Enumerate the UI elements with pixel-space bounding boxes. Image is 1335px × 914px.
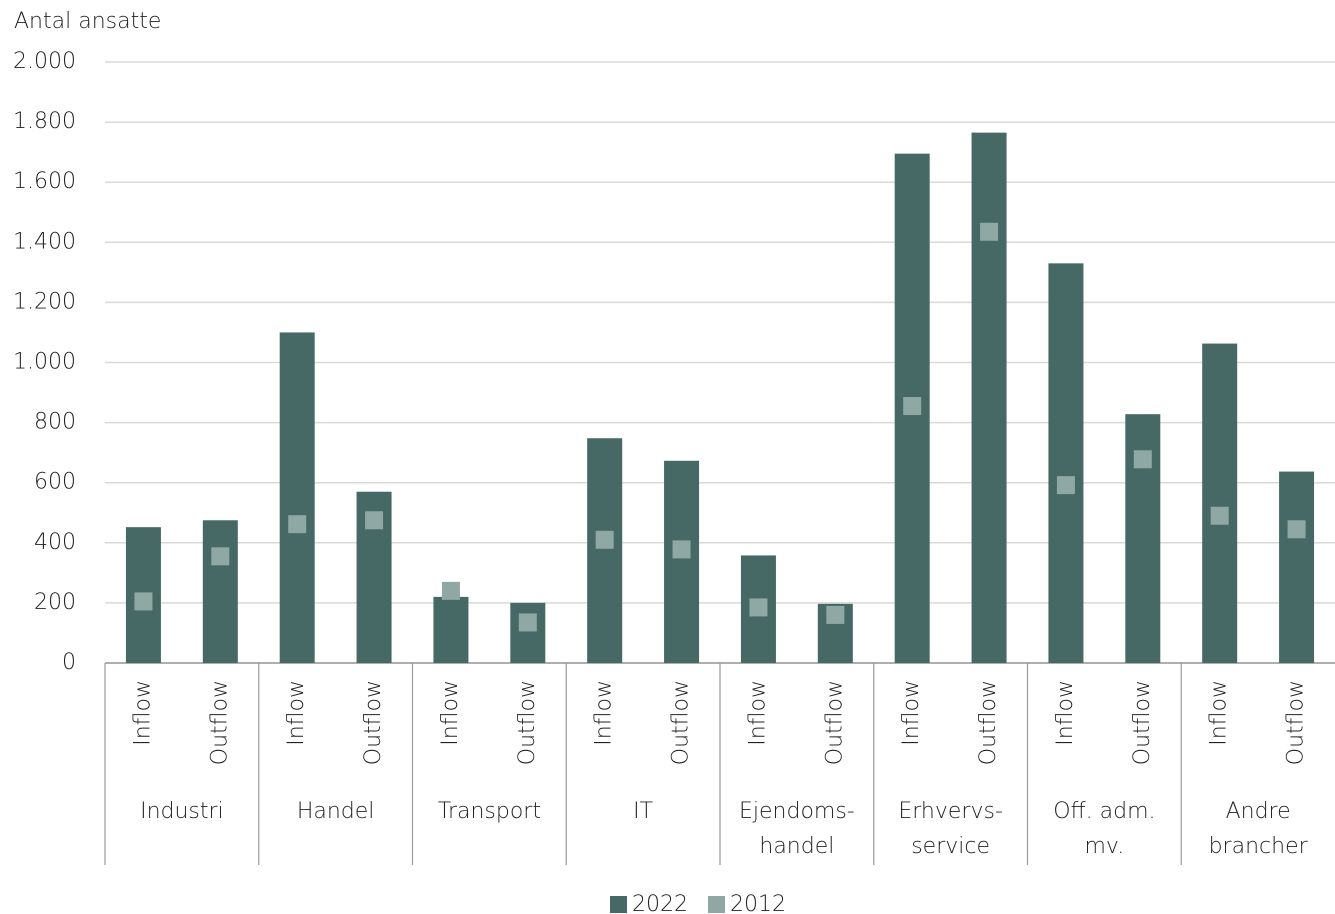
- y-tick-label: 600: [34, 470, 76, 495]
- group-label: Off. adm.: [1053, 799, 1155, 824]
- y-tick-label: 2.000: [13, 49, 76, 74]
- group-label: Ejendoms-: [739, 799, 855, 824]
- marker: [672, 540, 691, 559]
- x-tick-label: Inflow: [284, 680, 309, 746]
- bar: [433, 596, 469, 663]
- marker: [749, 598, 768, 617]
- x-tick-label: Outflow: [515, 680, 540, 765]
- y-tick-label: 1.600: [13, 169, 76, 194]
- x-tick-label: Inflow: [745, 680, 770, 746]
- bar: [510, 602, 546, 663]
- group-label: Industri: [140, 799, 224, 824]
- bar: [1202, 343, 1238, 663]
- x-tick-label: Outflow: [822, 680, 847, 765]
- bar: [1279, 471, 1315, 663]
- y-tick-label: 1.200: [13, 289, 76, 314]
- marker: [365, 511, 384, 530]
- group-label: mv.: [1085, 834, 1125, 859]
- x-tick-label: Outflow: [1130, 680, 1155, 765]
- x-tick-label: Inflow: [130, 680, 155, 746]
- x-tick-label: Inflow: [592, 680, 617, 746]
- x-tick-label: Inflow: [899, 680, 924, 746]
- marker: [903, 397, 922, 416]
- x-tick-label: Outflow: [976, 680, 1001, 765]
- marker: [1210, 506, 1229, 525]
- marker: [1133, 450, 1152, 469]
- y-tick-label: 1.800: [13, 109, 76, 134]
- marker: [518, 613, 537, 632]
- marker: [1056, 476, 1075, 495]
- bar: [279, 332, 315, 663]
- group-label: brancher: [1209, 834, 1309, 859]
- legend-label: 2012: [730, 892, 786, 914]
- group-label: Handel: [297, 799, 375, 824]
- legend-swatch: [610, 896, 627, 913]
- y-tick-label: 800: [34, 410, 76, 435]
- bar: [1048, 263, 1084, 663]
- x-tick-label: Outflow: [1284, 680, 1309, 765]
- marker: [595, 530, 614, 549]
- y-tick-label: 200: [34, 590, 76, 615]
- marker: [134, 592, 153, 611]
- x-tick-label: Outflow: [361, 680, 386, 765]
- marker: [288, 515, 307, 534]
- marker: [441, 581, 460, 600]
- group-label: Andre: [1226, 799, 1291, 824]
- group-label: Transport: [438, 799, 541, 824]
- bar: [587, 438, 623, 663]
- legend-swatch: [708, 896, 725, 913]
- bar: [202, 520, 238, 663]
- y-tick-label: 400: [34, 530, 76, 555]
- x-tick-label: Outflow: [669, 680, 694, 765]
- marker: [826, 605, 845, 624]
- group-label: Erhvervs-: [898, 799, 1003, 824]
- group-label: service: [911, 834, 990, 859]
- marker: [980, 222, 999, 241]
- group-label: IT: [633, 799, 653, 824]
- x-tick-label: Inflow: [438, 680, 463, 746]
- bar: [971, 132, 1007, 663]
- legend-label: 2022: [632, 892, 688, 914]
- y-tick-label: 1.000: [13, 350, 76, 375]
- y-axis-title: Antal ansatte: [14, 9, 161, 34]
- bar: [664, 460, 700, 663]
- x-tick-label: Inflow: [1053, 680, 1078, 746]
- y-tick-label: 1.400: [13, 229, 76, 254]
- marker: [211, 547, 230, 566]
- marker: [1287, 520, 1306, 539]
- x-tick-label: Inflow: [1207, 680, 1232, 746]
- x-tick-label: Outflow: [207, 680, 232, 765]
- group-label: handel: [759, 834, 834, 859]
- y-tick-label: 0: [62, 650, 76, 675]
